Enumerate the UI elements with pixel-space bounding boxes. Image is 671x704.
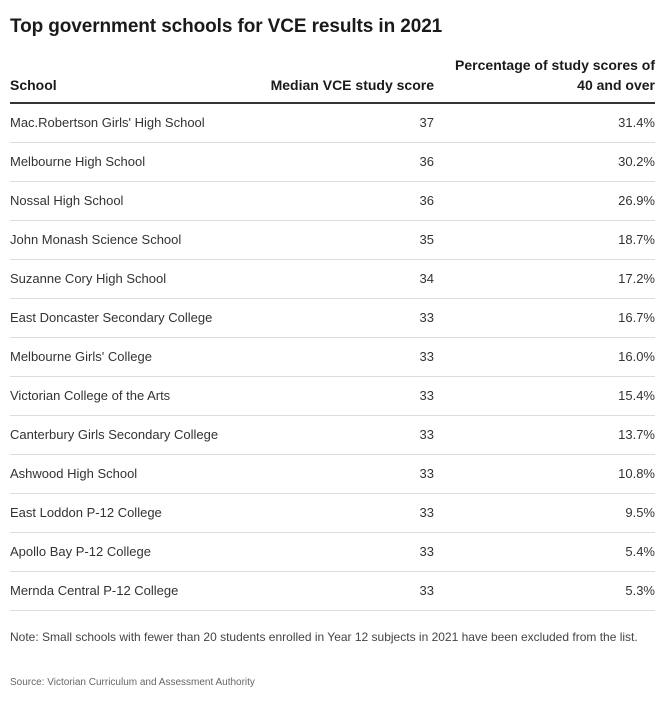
- cell-median-score: 35: [419, 232, 434, 247]
- cell-percentage: 17.2%: [618, 271, 655, 286]
- cell-median-score: 33: [419, 544, 434, 559]
- cell-percentage: 5.4%: [625, 544, 655, 559]
- cell-school: Melbourne High School: [10, 154, 146, 169]
- cell-percentage: 10.8%: [618, 466, 655, 481]
- cell-percentage: 5.3%: [625, 583, 655, 598]
- cell-median-score: 36: [419, 154, 434, 169]
- cell-median-score: 33: [419, 388, 434, 403]
- table-row: Melbourne High School 36 30.2%: [10, 143, 655, 182]
- table-row: Mernda Central P-12 College 33 5.3%: [10, 572, 655, 611]
- cell-median-score: 33: [419, 583, 434, 598]
- table-row: Melbourne Girls' College 33 16.0%: [10, 338, 655, 377]
- table-row: Canterbury Girls Secondary College 33 13.7…: [10, 416, 655, 455]
- cell-percentage: 13.7%: [618, 427, 655, 442]
- cell-median-score: 33: [419, 310, 434, 325]
- source-credit: Source: Victorian Curriculum and Assessm…: [10, 677, 255, 688]
- cell-median-score: 33: [419, 505, 434, 520]
- cell-percentage: 18.7%: [618, 232, 655, 247]
- cell-median-score: 37: [419, 115, 434, 130]
- table-row: Nossal High School 36 26.9%: [10, 182, 655, 221]
- column-header-median: Median VCE study score: [270, 77, 434, 93]
- cell-school: Ashwood High School: [10, 466, 138, 481]
- cell-percentage: 16.0%: [618, 349, 655, 364]
- cell-percentage: 26.9%: [618, 193, 655, 208]
- table-row: John Monash Science School 35 18.7%: [10, 221, 655, 260]
- cell-school: Victorian College of the Arts: [10, 388, 171, 403]
- cell-school: Melbourne Girls' College: [10, 349, 152, 364]
- table-header: School Median VCE study score Percentage…: [10, 54, 655, 104]
- table-row: Mac.Robertson Girls' High School 37 31.4%: [10, 104, 655, 143]
- table-row: East Doncaster Secondary College 33 16.7%: [10, 299, 655, 338]
- table-row: Apollo Bay P-12 College 33 5.4%: [10, 533, 655, 572]
- cell-median-score: 34: [419, 271, 434, 286]
- table-row: East Loddon P-12 College 33 9.5%: [10, 494, 655, 533]
- table-row: Victorian College of the Arts 33 15.4%: [10, 377, 655, 416]
- cell-median-score: 36: [419, 193, 434, 208]
- cell-median-score: 33: [419, 349, 434, 364]
- cell-percentage: 15.4%: [618, 388, 655, 403]
- cell-school: John Monash Science School: [10, 232, 182, 247]
- table-body: Mac.Robertson Girls' High School 37 31.4% M…: [10, 104, 655, 611]
- cell-school: Mac.Robertson Girls' High School: [10, 115, 205, 130]
- chart-title: Top government schools for VCE results i…: [10, 16, 443, 37]
- cell-median-score: 33: [419, 466, 434, 481]
- table-row: Suzanne Cory High School 34 17.2%: [10, 260, 655, 299]
- footnote: Note: Small schools with fewer than 20 s…: [10, 630, 638, 644]
- cell-school: Canterbury Girls Secondary College: [10, 427, 219, 442]
- cell-percentage: 16.7%: [618, 310, 655, 325]
- cell-percentage: 9.5%: [625, 505, 655, 520]
- cell-school: Mernda Central P-12 College: [10, 583, 179, 598]
- cell-school: East Doncaster Secondary College: [10, 310, 213, 325]
- cell-median-score: 33: [419, 427, 434, 442]
- column-header-percentage: Percentage of study scores of 40 and ove…: [455, 57, 655, 93]
- cell-school: East Loddon P-12 College: [10, 505, 162, 520]
- cell-school: Nossal High School: [10, 193, 124, 208]
- cell-percentage: 31.4%: [618, 115, 655, 130]
- cell-school: Apollo Bay P-12 College: [10, 544, 151, 559]
- cell-school: Suzanne Cory High School: [10, 271, 167, 286]
- column-header-school: School: [10, 77, 57, 93]
- cell-percentage: 30.2%: [618, 154, 655, 169]
- table-row: Ashwood High School 33 10.8%: [10, 455, 655, 494]
